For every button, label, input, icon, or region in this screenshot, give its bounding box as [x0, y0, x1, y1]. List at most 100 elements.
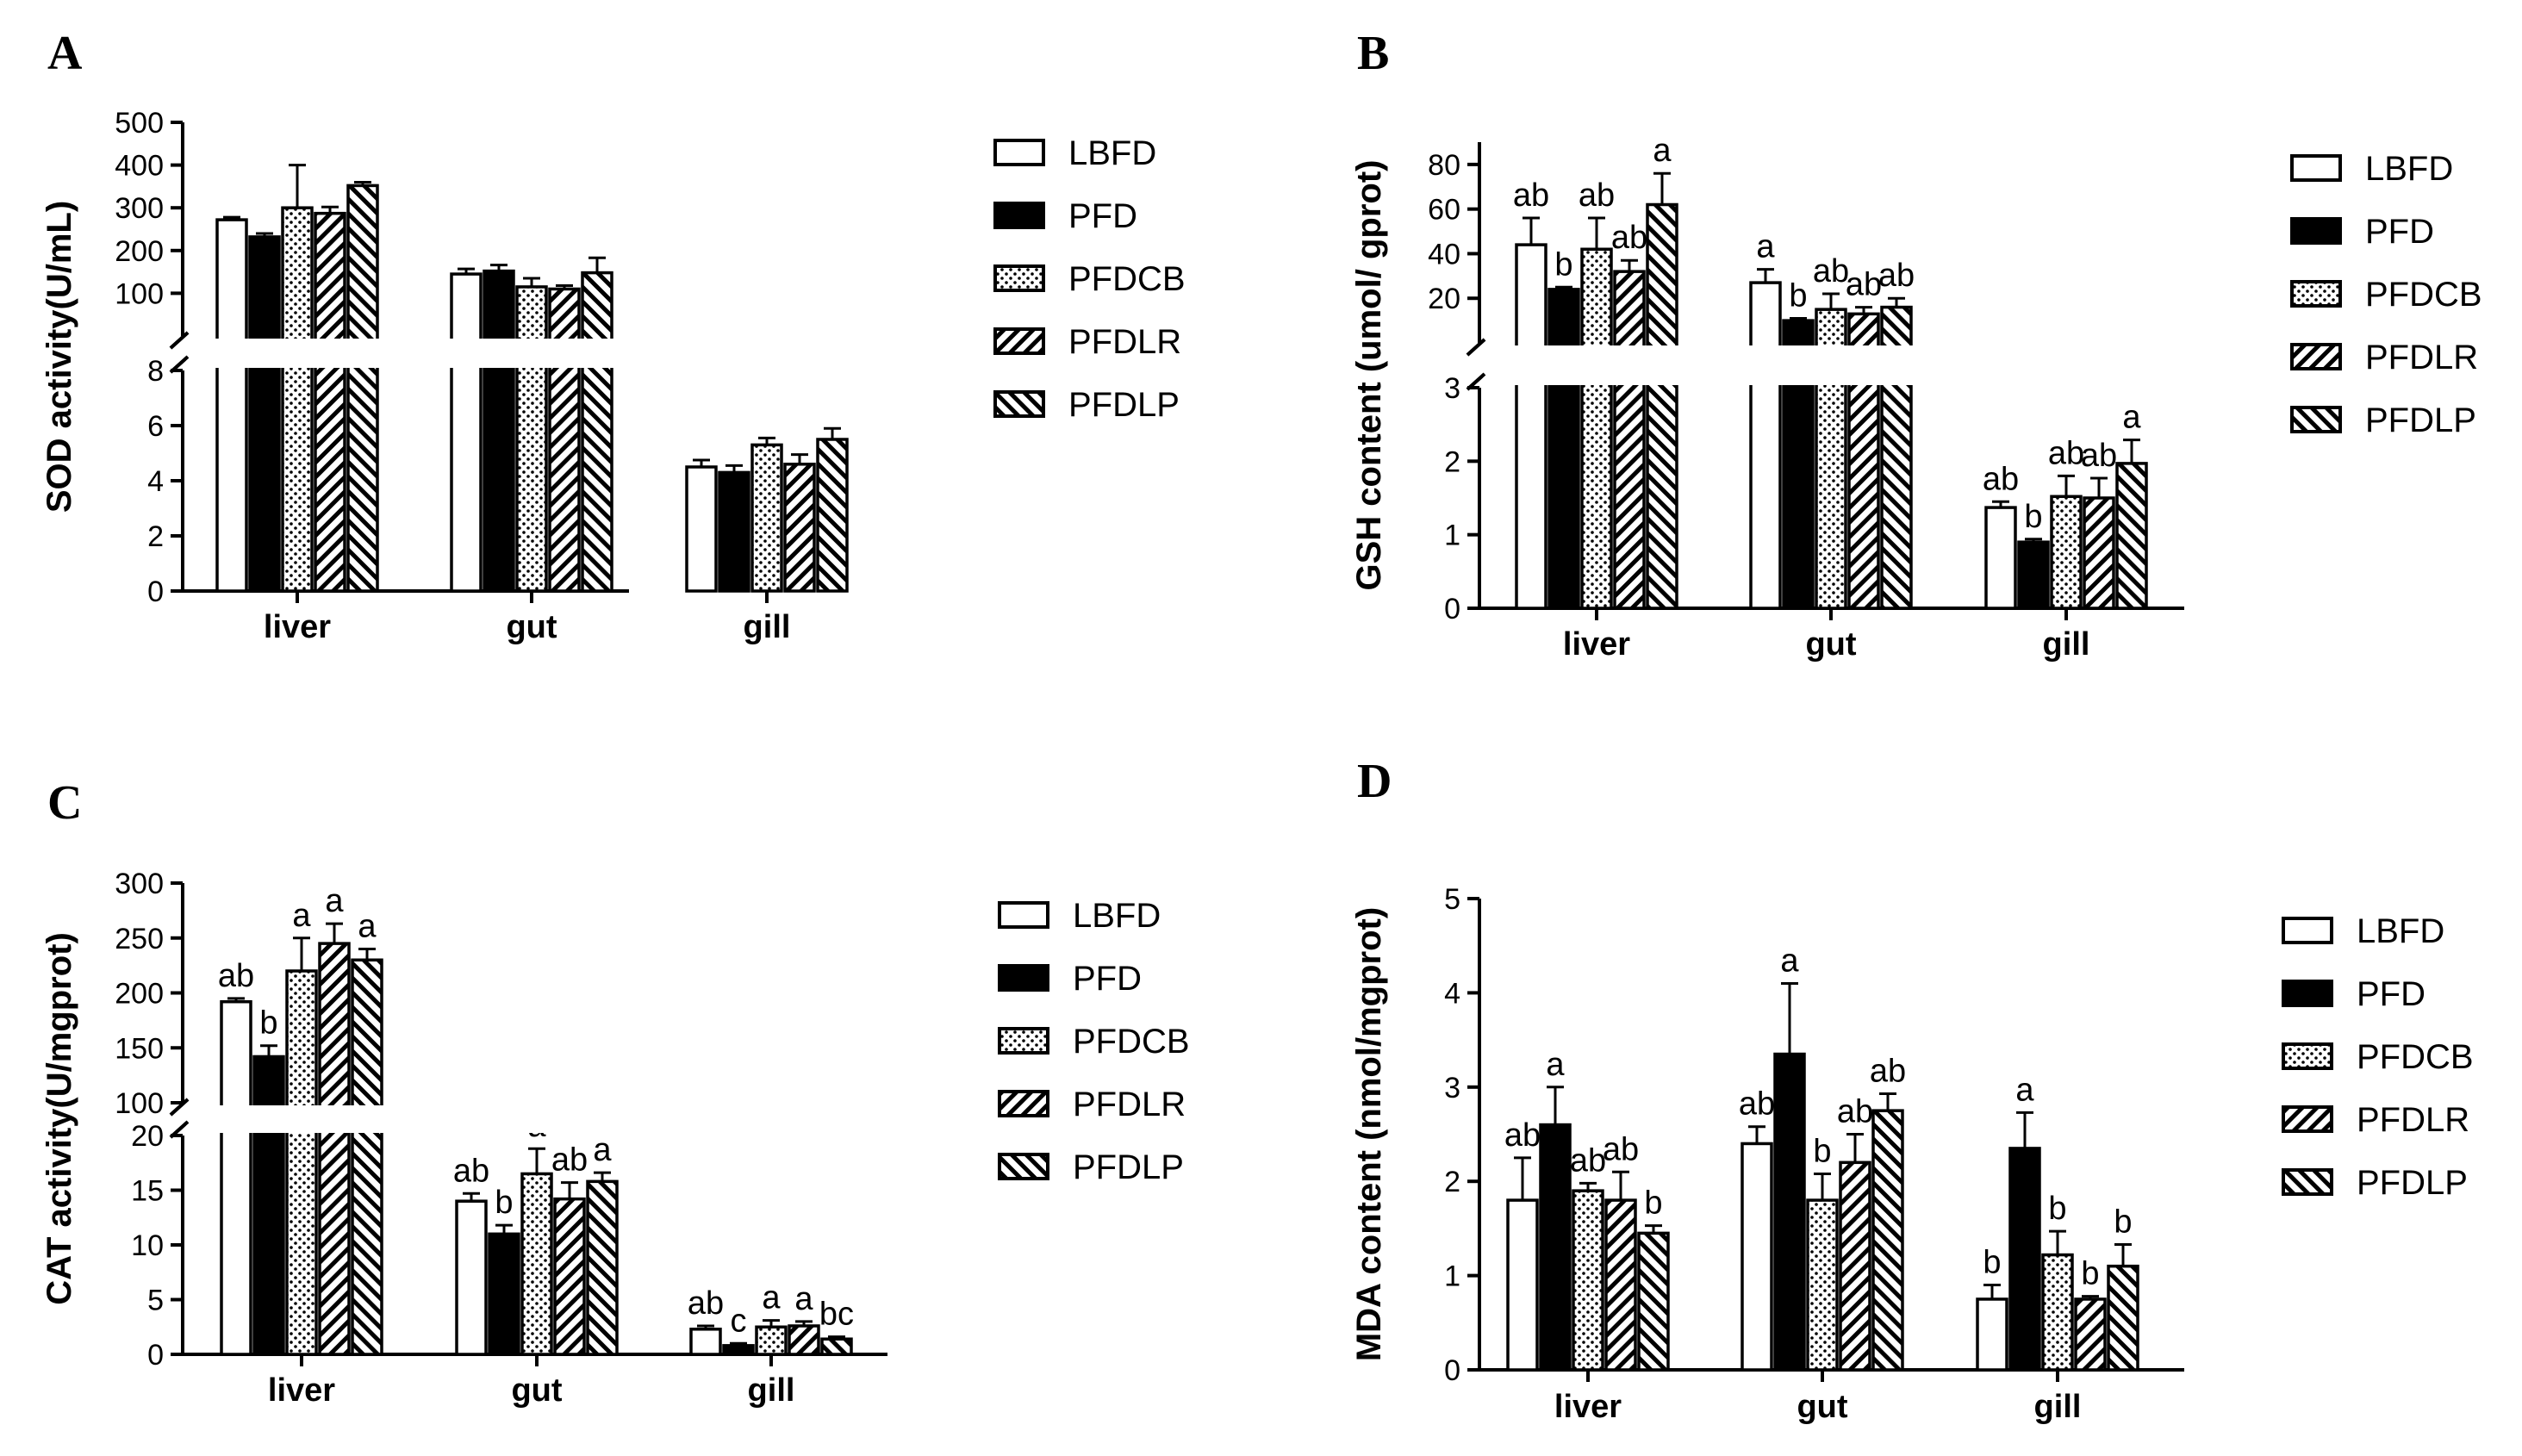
y-tick-label: 2 — [1444, 445, 1460, 478]
significance-label: a — [794, 1281, 813, 1317]
significance-label: b — [1644, 1185, 1662, 1222]
significance-label: bc — [819, 1297, 854, 1333]
bar — [2115, 462, 2148, 610]
significance-label: c — [731, 1303, 747, 1339]
y-tick-label: 400 — [115, 150, 164, 183]
y-tick-label: 10 — [131, 1229, 164, 1262]
significance-label: ab — [1739, 1086, 1775, 1123]
bar — [483, 269, 515, 593]
bar — [1749, 281, 1782, 610]
bar — [548, 287, 581, 593]
legend-label: PFDCB — [2357, 1038, 2474, 1076]
legend-swatch — [2290, 154, 2342, 182]
y-tick-label: 200 — [115, 978, 164, 1011]
bar — [1547, 288, 1580, 610]
x-tick-label: gut — [1805, 626, 1856, 663]
x-tick-label: gill — [744, 609, 791, 645]
bar — [1646, 202, 1678, 610]
legend-label: LBFD — [2365, 150, 2453, 188]
x-tick-label: gut — [506, 609, 557, 645]
bar — [285, 969, 318, 1356]
legend-label: PFDLP — [2365, 401, 2476, 439]
axis-break-mark — [1466, 338, 1486, 357]
axis-break-gap — [186, 339, 629, 368]
legend-label: LBFD — [2357, 912, 2444, 950]
y-tick-label: 0 — [147, 1339, 164, 1372]
y-tick-label: 80 — [1428, 149, 1460, 182]
significance-label: ab — [1611, 220, 1647, 256]
legend-label: PFD — [1073, 960, 1142, 998]
legend-swatch — [2282, 1168, 2333, 1196]
legend-swatch — [993, 264, 1045, 292]
bar — [1773, 1052, 1806, 1372]
significance-label: a — [292, 898, 311, 934]
panel-letter: C — [47, 776, 82, 830]
bar — [586, 1179, 619, 1356]
y-tick-label: 40 — [1428, 238, 1460, 271]
significance-label: b — [2114, 1204, 2132, 1240]
legend-label: PFDLR — [2365, 339, 2478, 376]
legend-label: PFDLR — [2357, 1101, 2469, 1139]
y-tick-label: 0 — [1444, 1354, 1460, 1387]
bar — [2041, 1253, 2074, 1372]
significance-label: b — [1554, 246, 1572, 283]
significance-label: b — [2081, 1256, 2099, 1292]
significance-label: b — [2048, 1191, 2066, 1227]
significance-label: ab — [1570, 1142, 1606, 1179]
bar — [314, 211, 346, 593]
legend-label: PFD — [1068, 197, 1137, 235]
bar — [2083, 496, 2115, 610]
bar — [215, 218, 248, 593]
legend-swatch — [2290, 280, 2342, 308]
significance-label: b — [495, 1185, 513, 1221]
bar — [1604, 1198, 1637, 1372]
y-tick-label: 3 — [1444, 372, 1460, 405]
significance-label: a — [325, 883, 344, 919]
bar — [1740, 1142, 1773, 1372]
legend-label: PFDLP — [1073, 1148, 1184, 1186]
bar — [346, 184, 379, 593]
panel-b: B 0 1 2 3 20 40 60 80 GSH content (umol/ gprot) li… — [1350, 27, 2482, 663]
significance-label: b — [1813, 1133, 1831, 1169]
axis-break-mark — [1466, 372, 1486, 391]
y-tick-label: 15 — [131, 1175, 164, 1208]
bar — [2017, 540, 2050, 610]
bar — [318, 942, 351, 1356]
significance-label: b — [1789, 278, 1807, 314]
bar — [1871, 1109, 1904, 1372]
bar — [1637, 1231, 1670, 1372]
legend-label: PFDLR — [1068, 323, 1181, 361]
y-tick-label: 4 — [147, 465, 164, 498]
x-tick-label: liver — [1554, 1389, 1622, 1425]
y-tick-label: 200 — [115, 235, 164, 268]
bar — [220, 999, 252, 1356]
significance-label: ab — [1513, 177, 1549, 214]
panel-letter: A — [47, 27, 83, 80]
significance-label: a — [593, 1132, 612, 1168]
panel-letter: B — [1357, 27, 1389, 80]
bar — [1580, 247, 1613, 610]
legend-swatch — [2290, 217, 2342, 245]
bar — [2008, 1147, 2041, 1372]
legend-swatch — [2282, 917, 2333, 944]
significance-label: ab — [1983, 461, 2019, 497]
bar — [1572, 1189, 1604, 1372]
significance-label: a — [358, 909, 377, 945]
significance-label: ab — [1504, 1117, 1541, 1154]
y-tick-label: 1 — [1444, 520, 1460, 552]
significance-label: a — [1546, 1047, 1565, 1083]
y-tick-label: 6 — [147, 410, 164, 443]
significance-label: ab — [1579, 177, 1615, 214]
y-tick-label: 8 — [147, 355, 164, 388]
bar — [248, 235, 281, 593]
y-tick-label: 100 — [115, 277, 164, 310]
axis-break-gap — [186, 1105, 887, 1133]
legend-swatch — [993, 139, 1045, 166]
y-tick-label: 250 — [115, 923, 164, 955]
bar — [816, 438, 849, 593]
legend-swatch — [993, 202, 1045, 229]
significance-label: a — [2122, 400, 2141, 436]
